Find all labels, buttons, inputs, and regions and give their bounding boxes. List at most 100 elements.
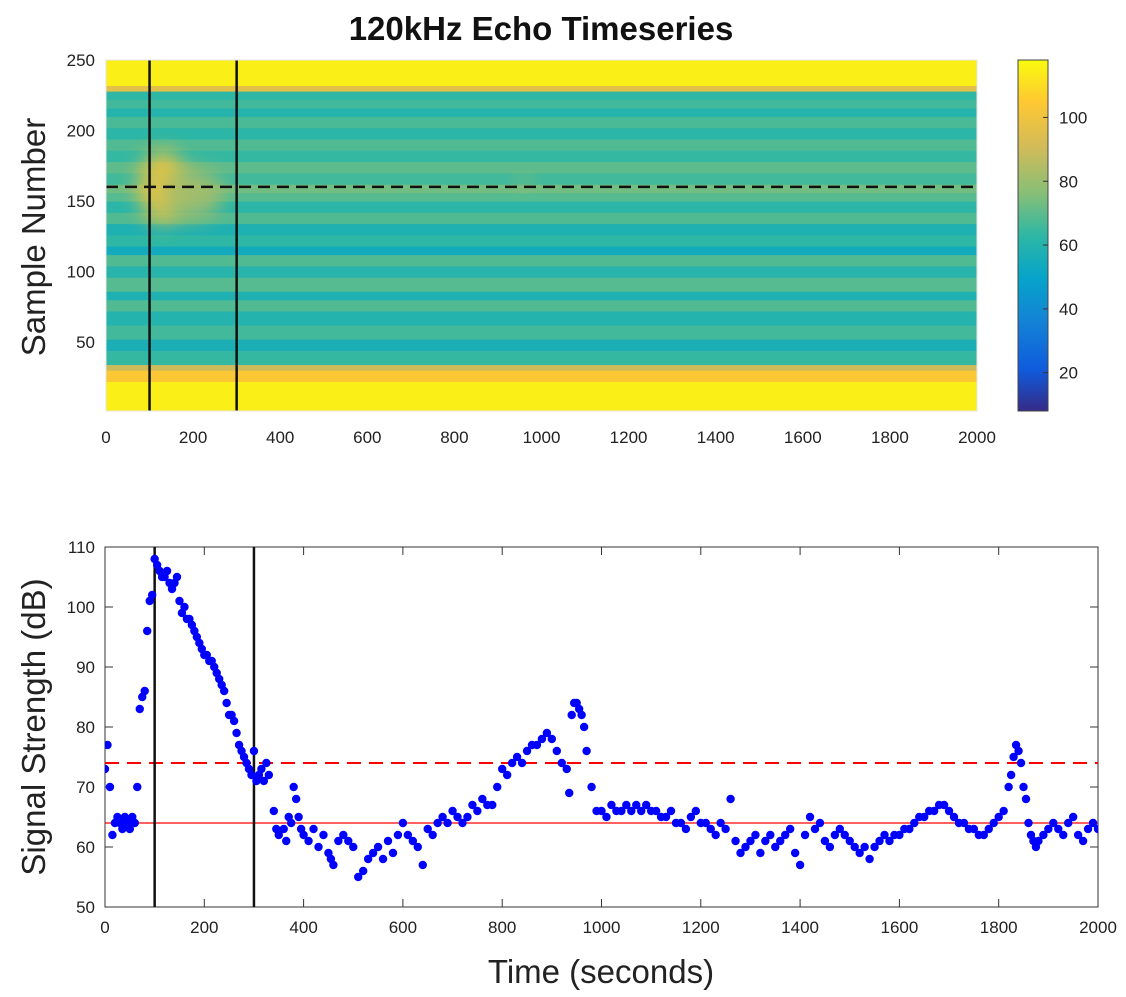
scatter-point (403, 830, 413, 840)
scatter-point (105, 782, 115, 792)
scatter-point (262, 758, 271, 768)
scatter-point (393, 830, 403, 840)
scatter-point (776, 836, 785, 846)
scatter-point (920, 812, 929, 822)
scatter-point (517, 758, 527, 768)
scatter-point (895, 830, 904, 840)
heatmap-band (106, 223, 977, 236)
scatter-x-tick-label: 1800 (980, 918, 1018, 937)
scatter-x-tick-label: 400 (289, 918, 317, 937)
scatter-point (162, 566, 172, 576)
scatter-point (1078, 836, 1088, 846)
scatter-x-tick-label: 800 (488, 918, 516, 937)
scatter-point (408, 836, 418, 846)
scatter-point (989, 818, 998, 828)
scatter-x-tick-label: 1400 (781, 918, 819, 937)
scatter-point (781, 830, 790, 840)
scatter-y-tick-label: 110 (68, 538, 95, 557)
scatter-point (1009, 752, 1018, 762)
scatter-point (1049, 818, 1058, 828)
scatter-point (329, 860, 338, 870)
scatter-point (577, 710, 586, 720)
scatter-point (1034, 836, 1043, 846)
scatter-point (790, 848, 800, 858)
heatmap-band (106, 246, 977, 256)
scatter-point (910, 818, 919, 828)
heatmap-band (106, 370, 977, 382)
scatter-x-tick-label: 1000 (583, 918, 621, 937)
scatter-point (473, 806, 482, 816)
scatter-point (468, 800, 477, 810)
scatter-point (249, 746, 259, 756)
scatter-point (398, 818, 408, 828)
scatter-point (761, 836, 770, 846)
scatter-point (458, 818, 467, 828)
scatter-point (746, 836, 755, 846)
heatmap-x-tick-label: 200 (179, 428, 207, 447)
heatmap-y-tick-label: 150 (67, 192, 95, 211)
scatter-point (810, 824, 820, 834)
scatter-point (1064, 818, 1073, 828)
heatmap-x-ticks: 0 200 400 600 800 1000 1200 1400 1600 1800 2000 (101, 428, 996, 447)
scatter-point (969, 824, 979, 834)
heatmap-band (106, 99, 977, 109)
colorbar-tick-label: 80 (1059, 172, 1078, 191)
scatter-point (582, 746, 591, 756)
colorbar (1017, 59, 1049, 412)
scatter-point (423, 824, 432, 834)
scatter-point (681, 824, 691, 834)
scatter-y-axis-label: Signal Strength (dB) (15, 578, 52, 875)
scatter-point (463, 812, 472, 822)
scatter-point (691, 806, 701, 816)
colorbar-ticks: 20 40 60 80 100 (1043, 108, 1087, 383)
scatter-points (105, 554, 1098, 882)
scatter-x-tick-label: 1200 (682, 918, 720, 937)
heatmap-band (106, 91, 977, 101)
heatmap-band (106, 127, 977, 140)
scatter-point (999, 806, 1008, 816)
scatter-point (175, 596, 184, 606)
scatter-point (105, 764, 110, 774)
scatter-point (532, 740, 542, 750)
scatter-point (1073, 830, 1083, 840)
scatter-point (845, 836, 854, 846)
heatmap-band (106, 234, 977, 247)
scatter-point (880, 830, 889, 840)
heatmap-band (106, 277, 977, 292)
scatter-point (627, 806, 636, 816)
scatter-point (1059, 830, 1068, 840)
heatmap-band (106, 184, 977, 194)
scatter-y-tick-label: 80 (76, 718, 95, 737)
scatter-point (428, 830, 437, 840)
scatter-point (726, 794, 735, 804)
heatmap-blob (162, 168, 224, 220)
scatter-point (565, 788, 574, 798)
scatter-point (291, 794, 301, 804)
heatmap-band (106, 339, 977, 351)
scatter-point (741, 842, 750, 852)
scatter-point (905, 824, 914, 834)
heatmap-band (106, 381, 977, 411)
heatmap-band (106, 116, 977, 129)
scatter-point (1093, 824, 1098, 834)
scatter-ticks-marks (104, 546, 1099, 908)
scatter-point (567, 710, 576, 720)
scatter-y-tick-label: 50 (76, 898, 95, 917)
scatter-point (368, 848, 378, 858)
scatter-point (1019, 782, 1028, 792)
scatter-point (286, 818, 296, 828)
scatter-point (125, 824, 135, 834)
scatter-point (666, 806, 676, 816)
scatter-point (105, 740, 112, 750)
scatter-point (632, 800, 641, 810)
scatter-point (661, 812, 671, 822)
scatter-point (751, 830, 760, 840)
heatmap-band (106, 161, 977, 174)
scatter-point (383, 836, 393, 846)
scatter-point (135, 704, 144, 714)
scatter-point (1024, 818, 1033, 828)
heatmap-band (106, 138, 977, 151)
heatmap-band (106, 107, 977, 117)
scatter-point (344, 836, 353, 846)
heatmap-band (106, 200, 977, 213)
